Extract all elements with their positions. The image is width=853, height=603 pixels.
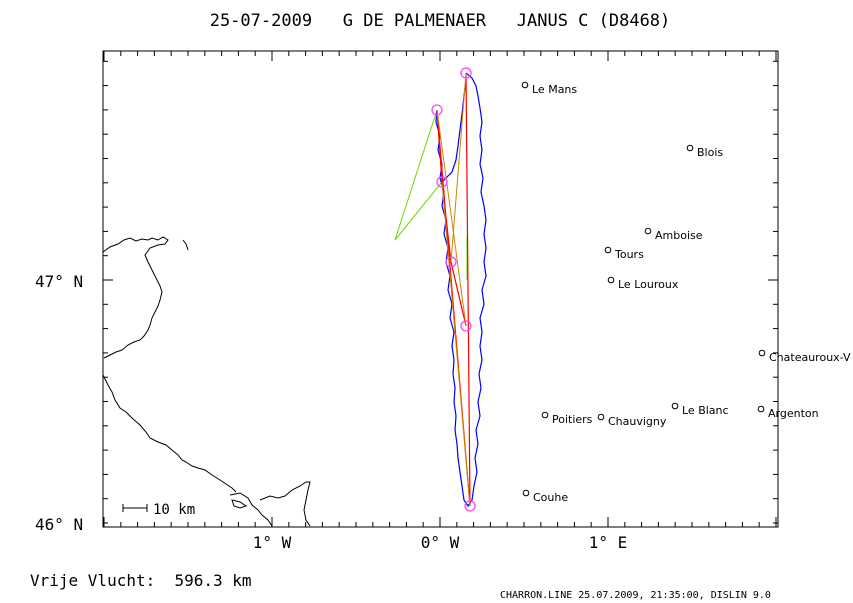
city-label: Chateauroux-V bbox=[769, 351, 851, 364]
lat-label-47: 47° N bbox=[35, 272, 83, 291]
city-marker bbox=[597, 413, 605, 421]
turnpoint-marker bbox=[436, 176, 448, 188]
city-label: Blois bbox=[697, 146, 723, 159]
lon-label-0w: 0° W bbox=[421, 533, 460, 552]
turnpoint-marker bbox=[464, 500, 476, 512]
map-title: 25-07-2009 G DE PALMENAER JANUS C (D8468… bbox=[210, 11, 671, 31]
city-marker bbox=[671, 402, 679, 410]
city-label: Le Louroux bbox=[618, 278, 679, 291]
leg-lines bbox=[436, 72, 471, 507]
turnpoint-marker bbox=[460, 67, 472, 79]
city-marker bbox=[686, 144, 694, 152]
city-marker bbox=[522, 489, 530, 497]
optimized-route bbox=[436, 72, 471, 507]
city-label: Tours bbox=[614, 248, 644, 261]
credit-text: CHARRON.LINE 25.07.2009, 21:35:00, DISLI… bbox=[500, 590, 771, 601]
turnpoint-marker bbox=[445, 256, 457, 268]
city-marker bbox=[521, 81, 529, 89]
city-label: Couhe bbox=[533, 491, 568, 504]
city-label: Argenton bbox=[768, 407, 819, 420]
turnpoint-marker bbox=[431, 104, 443, 116]
city-marker bbox=[644, 227, 652, 235]
city-label: Le Mans bbox=[532, 83, 577, 96]
city-label: Poitiers bbox=[552, 413, 593, 426]
coastline bbox=[103, 236, 311, 527]
city-marker bbox=[758, 349, 766, 357]
city-marker bbox=[604, 246, 612, 254]
distance-text: Vrije Vlucht: 596.3 km bbox=[30, 571, 252, 590]
cities: Le Mans Blois Amboise Tours Le Louroux Chatea… bbox=[521, 81, 851, 504]
lat-label-46: 46° N bbox=[35, 515, 83, 534]
city-marker bbox=[607, 276, 615, 284]
scale-bar bbox=[122, 504, 148, 512]
city-label: Amboise bbox=[655, 229, 703, 242]
city-label: Le Blanc bbox=[682, 404, 729, 417]
lon-label-1w: 1° W bbox=[253, 533, 292, 552]
turnpoints bbox=[431, 67, 476, 512]
city-marker bbox=[541, 411, 549, 419]
axis-ticks bbox=[103, 51, 778, 527]
city-marker bbox=[757, 405, 765, 413]
turnpoint-marker bbox=[460, 320, 472, 332]
scale-bar-label: 10 km bbox=[153, 502, 195, 518]
lon-label-1e: 1° E bbox=[589, 533, 628, 552]
city-label: Chauvigny bbox=[608, 415, 667, 428]
